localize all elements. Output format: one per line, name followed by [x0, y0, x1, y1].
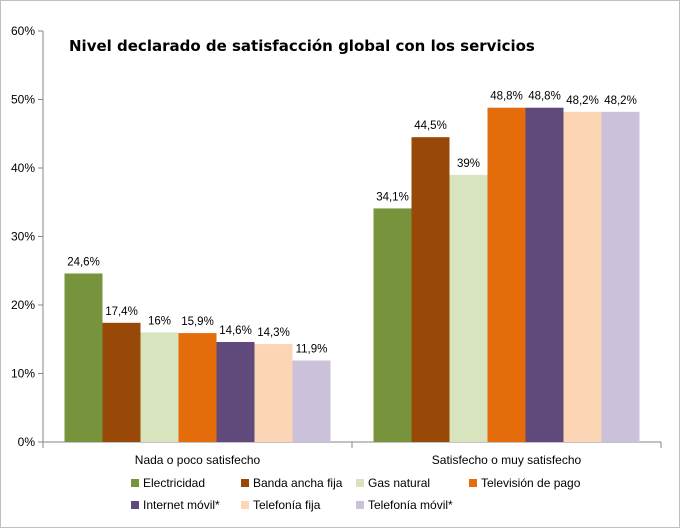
- legend-swatch: [241, 479, 249, 487]
- bar: [216, 341, 255, 442]
- data-label: 48,2%: [604, 95, 637, 107]
- y-tick-label: 30%: [11, 230, 35, 244]
- data-label: 14,3%: [257, 327, 290, 339]
- bar: [487, 107, 526, 442]
- legend-swatch: [131, 479, 139, 487]
- legend-swatch: [356, 501, 364, 509]
- y-tick-label: 40%: [11, 161, 35, 175]
- legend-entry: Telefonía móvil*: [368, 498, 453, 512]
- legend-swatch: [131, 501, 139, 509]
- data-label: 15,9%: [181, 316, 214, 328]
- axes: 0% 10% 20% 30% 40% 50% 60% Nada o poco satisfec…: [11, 24, 662, 467]
- data-label: 48,2%: [566, 95, 599, 107]
- bars: [64, 107, 640, 443]
- bar: [525, 107, 564, 442]
- data-label: 24,6%: [67, 256, 100, 268]
- legend-swatch: [356, 479, 364, 487]
- legend-entry: Gas natural: [368, 476, 430, 490]
- legend-entry: Banda ancha fija: [253, 476, 343, 490]
- bar: [563, 111, 602, 442]
- bar: [140, 332, 179, 442]
- bar: [449, 174, 488, 442]
- bar: [178, 333, 217, 442]
- bar: [411, 137, 450, 443]
- data-label: 48,8%: [528, 91, 561, 103]
- legend-swatch: [469, 479, 477, 487]
- data-label: 11,9%: [296, 343, 328, 355]
- data-label: 39%: [457, 158, 480, 170]
- category-label: Nada o poco satisfecho: [135, 453, 261, 467]
- bar: [64, 273, 103, 442]
- y-tick-label: 10%: [11, 367, 35, 381]
- legend: Electricidad Banda ancha fija Gas natural T…: [131, 476, 581, 512]
- data-label: 17,4%: [105, 306, 138, 318]
- data-label: 34,1%: [376, 191, 409, 203]
- y-tick-label: 20%: [11, 298, 35, 312]
- legend-entry: Internet móvil*: [143, 498, 220, 512]
- bar: [373, 208, 412, 442]
- bar: [292, 360, 331, 442]
- bar: [601, 111, 640, 442]
- data-label: 48,8%: [490, 91, 523, 103]
- data-label: 16%: [148, 315, 171, 327]
- chart-title: Nivel declarado de satisfacción global c…: [69, 37, 535, 55]
- data-labels: 24,6% 17,4% 16% 15,9% 14,6% 14,3% 11,9% 34,1% 44…: [67, 91, 637, 356]
- data-label: 44,5%: [414, 120, 447, 132]
- legend-entry: Electricidad: [143, 476, 205, 490]
- legend-swatch: [241, 501, 249, 509]
- y-tick-label: 60%: [11, 24, 35, 38]
- y-tick-label: 50%: [11, 93, 35, 107]
- bar: [254, 344, 293, 442]
- legend-entry: Telefonía fija: [253, 498, 321, 512]
- y-tick-label: 0%: [18, 435, 36, 449]
- data-label: 14,6%: [219, 325, 252, 337]
- bar: [102, 322, 141, 442]
- category-label: Satisfecho o muy satisfecho: [432, 453, 582, 467]
- legend-entry: Televisión de pago: [481, 476, 581, 490]
